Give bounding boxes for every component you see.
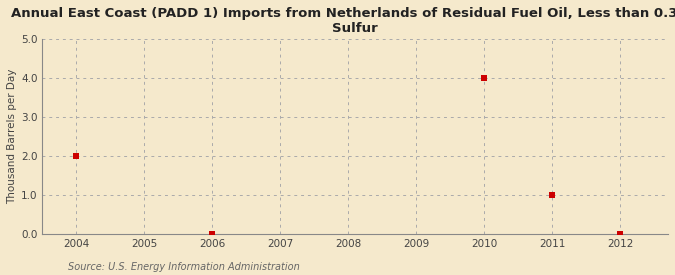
Title: Annual East Coast (PADD 1) Imports from Netherlands of Residual Fuel Oil, Less t: Annual East Coast (PADD 1) Imports from … bbox=[11, 7, 675, 35]
Point bbox=[547, 193, 558, 197]
Text: Source: U.S. Energy Information Administration: Source: U.S. Energy Information Administ… bbox=[68, 262, 299, 272]
Point bbox=[615, 232, 626, 236]
Y-axis label: Thousand Barrels per Day: Thousand Barrels per Day bbox=[7, 69, 17, 204]
Point bbox=[71, 154, 82, 158]
Point bbox=[479, 76, 490, 80]
Point bbox=[207, 232, 218, 236]
